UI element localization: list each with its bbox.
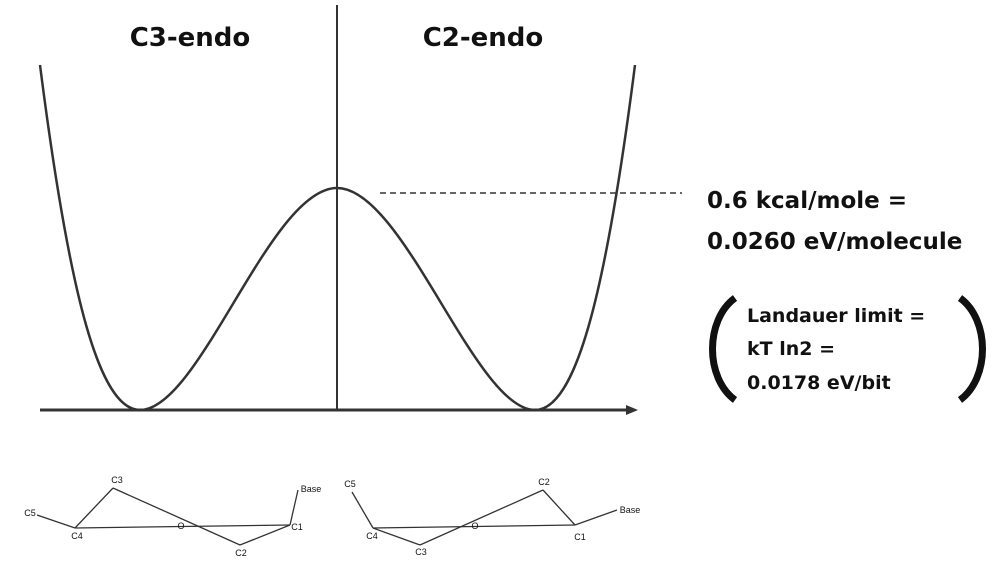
atom-label: C1 [574, 532, 586, 542]
atom-label: C1 [291, 522, 303, 532]
barrier-text: 0.0260 eV/molecule [707, 229, 962, 255]
landauer-text: kT ln2 = [747, 338, 835, 360]
atom-label: C4 [366, 531, 378, 541]
energy-curve [38, 64, 637, 412]
landauer-text: 0.0178 eV/bit [747, 372, 891, 394]
barrier-text: 0.6 kcal/mole = [707, 188, 907, 214]
atom-label: C3 [111, 475, 123, 485]
atom-label: Base [620, 505, 641, 515]
atom-label: C2 [538, 477, 550, 487]
region-label: C2-endo [423, 23, 544, 53]
atom-label: C4 [71, 531, 83, 541]
paren-right [957, 295, 986, 403]
atom-label: O [177, 521, 184, 531]
atom-label: C5 [24, 508, 36, 518]
atom-label: C2 [235, 548, 247, 558]
atom-label: C3 [415, 547, 427, 557]
landauer-text: Landauer limit = [747, 305, 925, 327]
atom-label: Base [301, 484, 322, 494]
atom-label: C5 [344, 479, 356, 489]
paren-left [709, 295, 738, 403]
arrow-head [626, 405, 638, 415]
conformer-left [36, 487, 299, 546]
conformer-right [351, 489, 618, 546]
region-label: C3-endo [130, 23, 251, 53]
atom-label: O [471, 521, 478, 531]
